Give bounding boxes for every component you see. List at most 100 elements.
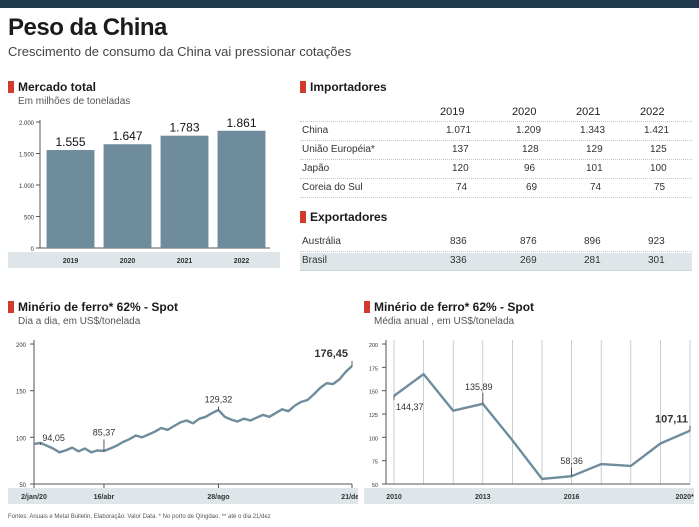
x-tick-label: 2021: [177, 258, 193, 265]
market-bar-chart: 0 500 1.000 1.500 2.000 1.555 2019 1.647 2020 1.7…: [8, 116, 280, 268]
table-cell: 281: [584, 255, 601, 266]
table-row: União Européia* 137 128 129 125: [300, 142, 692, 160]
x-tick-label: 2010: [386, 494, 402, 501]
table-cell: 100: [650, 163, 667, 174]
importadores-title: Importadores: [300, 80, 387, 94]
y-tick-label: 50: [372, 483, 378, 489]
daily-spot-chart: 50 100 150 200 2/jan/20 16/abr 28/ago 21/dez 94,…: [8, 340, 358, 504]
header-bar: [0, 0, 699, 8]
table-cell: 128: [522, 144, 539, 155]
x-axis-band: [8, 488, 358, 504]
y-tick-label: 150: [16, 390, 27, 396]
annotation-label: 135,89: [465, 382, 493, 392]
x-tick-label: 2016: [564, 494, 580, 501]
table-cell: 120: [452, 163, 469, 174]
y-tick-label: 500: [24, 216, 35, 222]
table-row: China 1.071 1.209 1.343 1.421: [300, 123, 692, 141]
y-tick-label: 100: [16, 436, 27, 442]
annual-spot-subtitle: Média anual , em US$/tonelada: [374, 316, 515, 327]
table-cell: 74: [456, 182, 468, 193]
annotation-label: 144,37: [396, 402, 424, 412]
annual-price-line: [393, 372, 691, 481]
y-tick-label: 50: [19, 483, 26, 489]
table-cell: 1.343: [580, 125, 606, 136]
country-name: Brasil: [302, 255, 328, 266]
country-name: União Européia*: [302, 144, 375, 155]
annual-spot-chart: 50 75 100 125 150 175 200 2010 2013 2016 2020** 144…: [364, 340, 694, 504]
y-tick-label: 175: [369, 366, 378, 372]
trade-table: 2019 2020 2021 2022 China 1.071 1.209 1.…: [300, 104, 692, 264]
bar-value-label: 1.861: [226, 116, 256, 130]
y-tick-label: 125: [369, 413, 378, 419]
table-cell: 336: [450, 255, 467, 266]
annual-spot-title: Minério de ferro* 62% - Spot: [364, 300, 534, 314]
table-cell: 1.071: [446, 125, 472, 136]
table-row: Austrália 836 876 896 923: [300, 234, 692, 252]
year-header: 2019: [440, 106, 465, 118]
table-row: Japão 120 96 101 100: [300, 161, 692, 179]
bar-value-label: 1.647: [112, 129, 142, 143]
x-tick-label: 2020**: [675, 494, 694, 501]
mercado-title: Mercado total: [8, 80, 96, 94]
bar: [46, 150, 95, 248]
x-tick-label: 2013: [475, 494, 491, 501]
country-name: China: [302, 125, 329, 136]
table-cell: 101: [586, 163, 603, 174]
table-cell: 896: [584, 236, 601, 247]
y-tick-label: 100: [369, 436, 378, 442]
page-subtitle: Crescimento de consumo da China vai pres…: [8, 44, 352, 59]
x-tick-label: 16/abr: [94, 494, 115, 501]
table-cell: 129: [586, 144, 603, 155]
country-name: Japão: [302, 163, 330, 174]
table-cell: 1.209: [516, 125, 542, 136]
y-tick-label: 0: [31, 247, 35, 253]
y-tick-label: 200: [16, 343, 27, 349]
source-note: Fontes: Anuais e Metal Bulletin, Elabora…: [8, 514, 271, 520]
table-cell: 836: [450, 236, 467, 247]
annotation-label: 85,37: [93, 427, 116, 437]
annotation-label: 129,32: [205, 395, 233, 405]
page-title: Peso da China: [8, 14, 167, 41]
bar: [217, 130, 266, 248]
year-header: 2020: [512, 106, 537, 118]
annotation-label: 58,36: [560, 456, 583, 466]
daily-price-line: [33, 365, 353, 454]
y-tick-label: 1.500: [19, 153, 35, 159]
table-row: Coreia do Sul 74 69 74 75: [300, 180, 692, 198]
table-cell: 1.421: [644, 125, 670, 136]
table-cell: 923: [648, 236, 665, 247]
y-tick-label: 1.000: [19, 184, 35, 190]
table-cell: 75: [654, 182, 666, 193]
table-cell: 69: [526, 182, 538, 193]
bar-value-label: 1.555: [55, 135, 85, 149]
x-tick-label: 2/jan/20: [21, 494, 47, 501]
x-tick-label: 21/dez: [341, 494, 358, 501]
table-cell: 125: [650, 144, 667, 155]
table-cell: 269: [520, 255, 537, 266]
table-row: Brasil 336 269 281 301: [300, 253, 692, 271]
bar: [160, 135, 209, 248]
table-cell: 301: [648, 255, 665, 266]
table-cell: 96: [524, 163, 536, 174]
table-cell: 137: [452, 144, 469, 155]
annotation-label: 176,45: [314, 348, 348, 360]
daily-spot-title: Minério de ferro* 62% - Spot: [8, 300, 178, 314]
x-tick-label: 2019: [63, 258, 79, 265]
country-name: Coreia do Sul: [302, 182, 363, 193]
export-table: Austrália 836 876 896 923 Brasil 336 269…: [300, 234, 692, 274]
y-tick-label: 75: [372, 460, 378, 466]
annotation-label: 107,11: [655, 414, 688, 426]
x-tick-label: 2022: [234, 258, 250, 265]
bar: [103, 144, 152, 248]
table-header-row: 2019 2020 2021 2022: [300, 104, 692, 122]
table-cell: 876: [520, 236, 537, 247]
table-cell: 74: [590, 182, 602, 193]
x-tick-label: 28/ago: [207, 494, 229, 501]
x-axis-band: [8, 252, 280, 268]
x-axis-band: [364, 488, 694, 504]
mercado-subtitle: Em milhões de toneladas: [18, 96, 131, 107]
y-tick-label: 200: [369, 343, 378, 349]
bar-value-label: 1.783: [169, 121, 199, 135]
country-name: Austrália: [302, 236, 341, 247]
y-tick-label: 2.000: [19, 121, 35, 127]
